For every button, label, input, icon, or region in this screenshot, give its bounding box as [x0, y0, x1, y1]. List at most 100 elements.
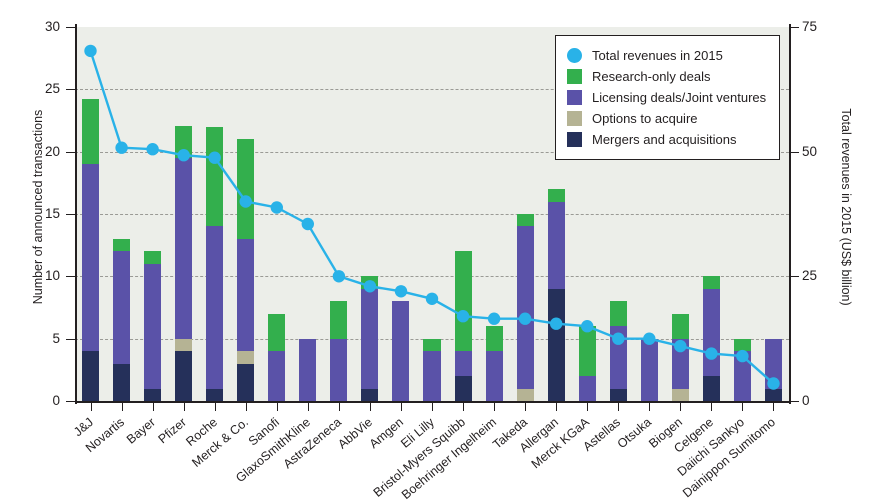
- bar-segment[interactable]: [423, 338, 441, 352]
- revenue-data-point[interactable]: [705, 347, 718, 360]
- bar-segment[interactable]: [206, 126, 224, 227]
- revenue-data-point[interactable]: [612, 332, 625, 345]
- bar-segment[interactable]: [330, 338, 348, 401]
- bar-segment[interactable]: [361, 288, 379, 389]
- legend-item[interactable]: Options to acquire: [567, 108, 766, 129]
- revenue-data-point[interactable]: [425, 292, 439, 305]
- revenue-data-point[interactable]: [208, 151, 221, 164]
- bar-column[interactable]: [547, 27, 565, 401]
- revenue-data-point[interactable]: [146, 143, 159, 156]
- revenue-data-point[interactable]: [301, 217, 314, 231]
- bar-column[interactable]: [299, 27, 317, 401]
- revenue-data-point[interactable]: [239, 195, 252, 208]
- revenue-data-point[interactable]: [456, 310, 470, 323]
- bar-column[interactable]: [640, 27, 658, 401]
- bar-segment[interactable]: [485, 326, 503, 352]
- revenue-data-point[interactable]: [363, 280, 377, 293]
- bar-column[interactable]: [733, 27, 751, 401]
- bar-segment[interactable]: [144, 388, 162, 401]
- revenue-data-point[interactable]: [270, 201, 283, 214]
- bar-segment[interactable]: [237, 139, 255, 239]
- revenue-data-point[interactable]: [394, 285, 408, 298]
- bar-segment[interactable]: [454, 376, 472, 401]
- bar-segment[interactable]: [206, 226, 224, 389]
- bar-segment[interactable]: [578, 376, 596, 401]
- bar-column[interactable]: [206, 27, 224, 401]
- bar-segment[interactable]: [175, 157, 193, 339]
- bar-segment[interactable]: [81, 164, 100, 352]
- bar-segment[interactable]: [702, 376, 720, 401]
- bar-segment[interactable]: [113, 251, 131, 364]
- bar-segment[interactable]: [671, 388, 689, 401]
- bar-column[interactable]: [764, 27, 782, 401]
- bar-column[interactable]: [578, 27, 596, 401]
- bar-segment[interactable]: [237, 238, 255, 352]
- revenue-data-point[interactable]: [550, 317, 563, 330]
- bar-segment[interactable]: [671, 313, 689, 339]
- bar-segment[interactable]: [609, 388, 627, 401]
- bar-segment[interactable]: [113, 238, 131, 252]
- revenue-data-point[interactable]: [332, 270, 346, 283]
- bar-segment[interactable]: [113, 363, 131, 401]
- bar-segment[interactable]: [206, 388, 224, 401]
- bar-column[interactable]: [516, 27, 534, 401]
- legend-item[interactable]: Mergers and acquisitions: [567, 129, 766, 150]
- bar-column[interactable]: [392, 27, 410, 401]
- bar-column[interactable]: [268, 27, 286, 401]
- legend-item[interactable]: Licensing deals/Joint ventures: [567, 87, 766, 108]
- bar-segment[interactable]: [733, 351, 751, 401]
- bar-segment[interactable]: [547, 201, 565, 289]
- bar-column[interactable]: [671, 27, 689, 401]
- bar-segment[interactable]: [640, 338, 658, 401]
- bar-segment[interactable]: [702, 276, 720, 289]
- bar-segment[interactable]: [516, 388, 534, 401]
- revenue-data-point[interactable]: [643, 332, 656, 345]
- bar-segment[interactable]: [733, 338, 751, 352]
- bar-segment[interactable]: [547, 189, 565, 202]
- bar-column[interactable]: [237, 27, 255, 401]
- bar-segment[interactable]: [485, 351, 503, 401]
- legend-item[interactable]: Total revenues in 2015: [567, 45, 766, 66]
- bar-segment[interactable]: [516, 226, 534, 389]
- bar-segment[interactable]: [330, 301, 348, 339]
- bar-segment[interactable]: [609, 301, 627, 327]
- revenue-data-point[interactable]: [487, 312, 501, 325]
- bar-segment[interactable]: [268, 313, 286, 352]
- revenue-data-point[interactable]: [674, 339, 687, 353]
- bar-segment[interactable]: [144, 263, 162, 389]
- bar-column[interactable]: [81, 27, 100, 401]
- bar-segment[interactable]: [237, 351, 255, 364]
- bar-column[interactable]: [144, 27, 162, 401]
- revenue-data-point[interactable]: [581, 320, 594, 333]
- bar-segment[interactable]: [81, 351, 100, 401]
- bar-segment[interactable]: [299, 338, 317, 401]
- bar-column[interactable]: [113, 27, 131, 401]
- revenue-data-point[interactable]: [736, 349, 749, 363]
- revenue-data-point[interactable]: [115, 141, 128, 154]
- bar-segment[interactable]: [392, 301, 410, 401]
- bar-segment[interactable]: [423, 351, 441, 401]
- bar-segment[interactable]: [175, 351, 193, 401]
- bar-segment[interactable]: [547, 288, 565, 401]
- bar-segment[interactable]: [516, 214, 534, 227]
- bar-segment[interactable]: [237, 363, 255, 401]
- bar-segment[interactable]: [361, 388, 379, 401]
- bar-column[interactable]: [485, 27, 503, 401]
- bar-segment[interactable]: [144, 251, 162, 264]
- bar-column[interactable]: [330, 27, 348, 401]
- bar-column[interactable]: [423, 27, 441, 401]
- revenue-data-point[interactable]: [177, 149, 190, 162]
- bar-segment[interactable]: [764, 388, 782, 401]
- bar-column[interactable]: [454, 27, 472, 401]
- bar-segment[interactable]: [175, 125, 193, 158]
- bar-column[interactable]: [175, 27, 193, 401]
- bar-segment[interactable]: [671, 338, 689, 389]
- bar-segment[interactable]: [454, 251, 472, 352]
- legend-item[interactable]: Research-only deals: [567, 66, 766, 87]
- revenue-data-point[interactable]: [767, 377, 780, 390]
- revenue-data-point[interactable]: [84, 44, 97, 58]
- bar-segment[interactable]: [764, 338, 782, 389]
- bar-segment[interactable]: [81, 99, 100, 165]
- bar-segment[interactable]: [268, 351, 286, 401]
- bar-segment[interactable]: [578, 326, 596, 377]
